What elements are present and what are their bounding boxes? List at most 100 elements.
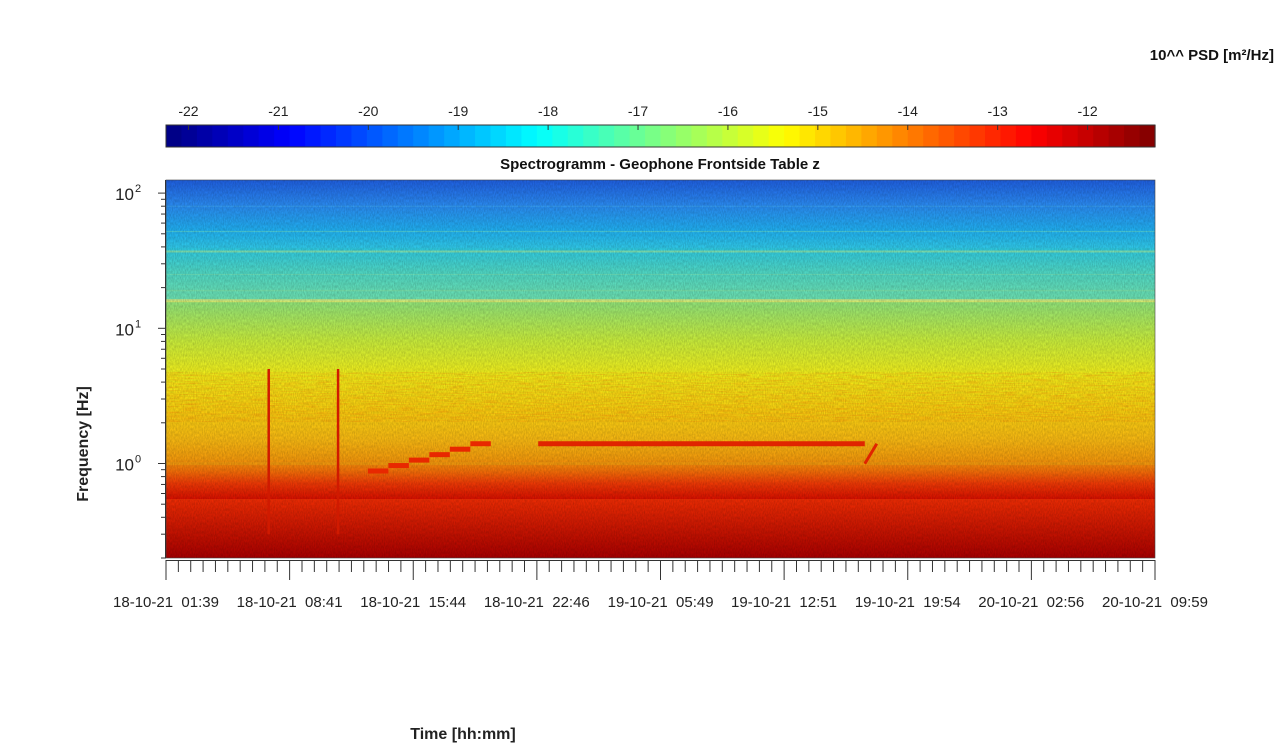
colorbar-swatch [583,125,600,147]
colorbar-swatch [645,125,662,147]
colorbar-tick-labels: -22 -21 -20 -19 -18 -17 -16 -15 -14 -13 -12 [178,103,1098,119]
colorbar-swatch [1000,125,1017,147]
staircase-step [449,446,471,452]
staircase-step [429,452,450,458]
colorbar-swatch [876,125,893,147]
x-axis-label: Time [hh:mm] [410,726,515,743]
colorbar-swatch [1093,125,1110,147]
tone-line [538,441,865,447]
colorbar-swatch [830,125,847,147]
colorbar-swatch [196,125,213,147]
colorbar-swatch [969,125,986,147]
staircase-step [388,463,409,469]
colorbar-tick-label: -13 [988,103,1008,119]
colorbar-tick-label: -21 [268,103,288,119]
colorbar-swatch [1108,125,1125,147]
colorbar-swatch [444,125,461,147]
colorbar-swatch [691,125,708,147]
colorbar-tick-label: -12 [1077,103,1097,119]
colorbar-swatch [1031,125,1048,147]
colorbar-swatch [706,125,723,147]
colorbar-swatch [784,125,801,147]
colorbar-tick-label: -18 [538,103,558,119]
colorbar-tick-label: -22 [178,103,198,119]
colorbar-swatch [799,125,816,147]
colorbar-frame [165,124,1156,148]
colorbar-swatch [1139,125,1156,147]
colorbar-swatch [181,125,198,147]
colorbar-swatch [505,125,523,147]
colorbar-tick-label: -16 [718,103,738,119]
spectral-features [267,369,879,535]
colorbar-swatch [598,125,615,147]
colorbar-swatch [536,125,553,147]
colorbar-swatch [212,125,229,147]
colorbar-swatch [475,125,492,147]
colorbar-swatch [923,125,940,147]
colorbar-swatch [552,125,569,147]
x-tick-label: 19-10-21 12:51 [731,594,837,611]
colorbar-swatch [629,125,646,147]
colorbar-swatch [1015,125,1032,147]
colorbar-label: 10^^ PSD [m²/Hz] [1150,47,1274,64]
x-tick-label: 18-10-21 08:41 [237,594,343,611]
x-tick-label: 18-10-21 22:46 [484,594,590,611]
colorbar-swatch [521,125,538,147]
colorbar-swatch [1062,125,1079,147]
colorbar-swatch [397,125,414,147]
colorbar-swatch [722,125,739,147]
x-tick-label: 20-10-21 02:56 [978,594,1084,611]
colorbar-swatch [459,125,476,147]
colorbar-swatch [954,125,971,147]
colorbar-swatch [737,125,754,147]
colorbar-swatch [428,125,445,147]
colorbar-swatch [258,125,275,147]
staircase-step [470,441,491,447]
colorbar-swatch [768,125,785,147]
colorbar-swatch [753,125,770,147]
colorbar-tick-label: -20 [358,103,378,119]
colorbar-swatch [166,125,183,147]
colorbar-swatch [892,125,909,147]
colorbar-swatch [567,125,584,147]
y-tick-exponent: 0 [135,454,141,466]
colorbar-swatch [320,125,337,147]
x-tick-label: 19-10-21 19:54 [855,594,961,611]
staircase-step [367,468,389,474]
staircase-step [408,457,430,463]
colorbar-swatch [351,125,368,147]
colorbar-swatch [938,125,955,147]
colorbar-swatch [335,125,353,147]
colorbar-swatch [413,125,430,147]
y-tick-exponent: 1 [135,318,141,330]
colorbar-swatch [861,125,878,147]
colorbar-tick-label: -19 [448,103,468,119]
colorbar-tick-label: -17 [628,103,648,119]
y-tick-exponent: 2 [135,183,141,195]
colorbar-swatch [366,125,383,147]
colorbar-swatch [1124,125,1141,147]
x-tick-label: 18-10-21 15:44 [360,594,466,611]
y-tick-label: 10 [115,185,134,204]
colorbar-swatch [1046,125,1063,147]
colorbar-swatch [1077,125,1094,147]
colorbar-tick-label: -15 [808,103,828,119]
y-tick-label: 10 [115,456,134,475]
colorbar-swatch [227,125,244,147]
colorbar-tick-label: -14 [898,103,918,119]
colorbar-swatch [382,125,399,147]
colorbar-swatch [274,125,291,147]
colorbar-swatch [614,125,631,147]
colorbar-swatch [815,125,832,147]
colorbar-swatch [675,125,693,147]
colorbar-swatch [660,125,677,147]
texture-bursts [166,372,1155,422]
x-axis: 18-10-21 01:39 18-10-21 08:41 18-10-21 15:… [113,560,1208,611]
x-tick-label: 19-10-21 05:49 [608,594,714,611]
chart-title: Spectrogramm - Geophone Frontside Table … [500,156,820,173]
colorbar [165,124,1156,148]
x-tick-label: 20-10-21 09:59 [1102,594,1208,611]
colorbar-swatch [985,125,1002,147]
